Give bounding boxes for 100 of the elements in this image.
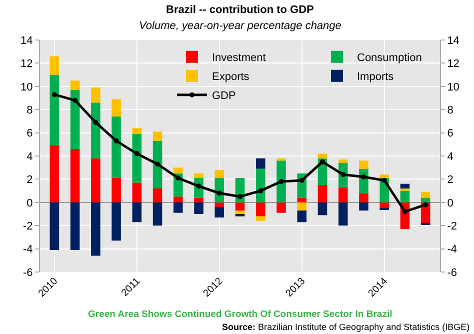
y2-tick-label: 8 <box>447 104 454 116</box>
y2-tick-label: 2 <box>447 174 454 186</box>
point <box>299 178 304 183</box>
bar <box>70 202 80 250</box>
bar <box>359 193 368 202</box>
y2-tick-label: -4 <box>447 244 457 256</box>
bar <box>152 140 162 188</box>
bar <box>256 202 266 216</box>
text: Green Area Shows Continued Growth Of Consumer Sector In Brazil <box>88 309 392 320</box>
bar <box>70 90 80 150</box>
bar <box>91 202 100 256</box>
y2-tick-label: 0 <box>447 197 454 210</box>
bar <box>214 202 224 208</box>
bar <box>132 202 142 222</box>
point <box>402 209 408 214</box>
point <box>238 194 242 200</box>
point <box>361 174 366 180</box>
y-tick-label: 6 <box>26 128 33 140</box>
bar <box>132 128 142 134</box>
point <box>216 190 222 196</box>
bar <box>380 202 389 208</box>
bar <box>400 188 410 191</box>
point <box>278 179 284 184</box>
bar <box>256 216 266 221</box>
point <box>93 120 98 125</box>
bar <box>112 116 121 178</box>
bar <box>70 80 80 90</box>
point <box>52 92 57 98</box>
y2-tick-label: -2 <box>447 220 457 232</box>
bar <box>420 198 430 202</box>
bar <box>50 56 60 75</box>
bar <box>297 198 306 202</box>
bar <box>132 134 142 183</box>
legend-label: Investment <box>212 52 266 64</box>
bar <box>318 154 328 158</box>
y2-tick-label: 4 <box>447 150 454 163</box>
y-tick-label: -2 <box>23 220 33 232</box>
bar <box>338 187 348 202</box>
bar <box>338 202 348 226</box>
y-tick-label: -4 <box>23 244 33 256</box>
bar <box>214 207 224 218</box>
point <box>423 202 428 208</box>
bar <box>318 202 328 216</box>
bar <box>359 202 368 211</box>
source-note: Source: Brazilian Institute of Geography and Statistics (IBGE) <box>222 322 470 332</box>
bar <box>70 149 80 202</box>
bar <box>174 168 183 174</box>
point <box>72 98 78 103</box>
bar <box>256 158 266 169</box>
bar <box>174 196 183 202</box>
point <box>382 178 387 183</box>
y-tick-label: 12 <box>20 58 33 70</box>
legend-label: GDP <box>212 90 236 102</box>
bar <box>276 202 286 213</box>
bar <box>194 202 204 214</box>
y-tick-label: 8 <box>26 104 33 116</box>
bar <box>420 192 430 198</box>
bar <box>91 158 100 202</box>
y2-tick-label: 10 <box>447 81 460 94</box>
bar <box>50 74 60 146</box>
point <box>114 138 119 144</box>
bar <box>235 210 245 214</box>
bar <box>50 146 60 202</box>
bar <box>50 202 60 250</box>
bar <box>132 182 142 202</box>
bar <box>112 99 121 117</box>
bar <box>318 185 328 202</box>
bar <box>276 160 286 202</box>
legend-label: Imports <box>357 71 394 84</box>
bar <box>194 198 204 202</box>
bar <box>400 190 410 202</box>
y-tick-label: -6 <box>23 266 33 279</box>
y-tick-label: 2 <box>26 174 33 186</box>
y2-tick-label: 14 <box>447 34 460 47</box>
bar <box>214 170 224 178</box>
bar <box>235 202 245 211</box>
y-tick-label: 10 <box>20 81 33 94</box>
legend-label: Consumption <box>357 52 422 64</box>
bar <box>380 174 389 178</box>
chart-subtitle: Volume, year-on-year percentage change <box>139 20 342 32</box>
point <box>320 159 325 164</box>
bar <box>91 88 100 103</box>
y2-tick-label: 6 <box>447 128 454 140</box>
bar <box>152 132 162 141</box>
point <box>155 162 160 167</box>
bar <box>112 178 121 202</box>
y-tick-label: 4 <box>26 150 33 163</box>
chart-title: Brazil -- contribution to GDP <box>166 4 314 16</box>
bar <box>174 202 183 213</box>
point <box>340 172 346 178</box>
y-tick-label: 0 <box>26 197 33 210</box>
bar <box>400 184 410 188</box>
bar <box>297 210 306 222</box>
y2-tick-label: -6 <box>447 266 457 279</box>
point <box>176 176 181 181</box>
bar <box>194 173 204 178</box>
bar <box>152 188 162 202</box>
bar <box>359 160 368 169</box>
y2-tick-label: 12 <box>447 58 460 70</box>
point <box>134 151 140 156</box>
